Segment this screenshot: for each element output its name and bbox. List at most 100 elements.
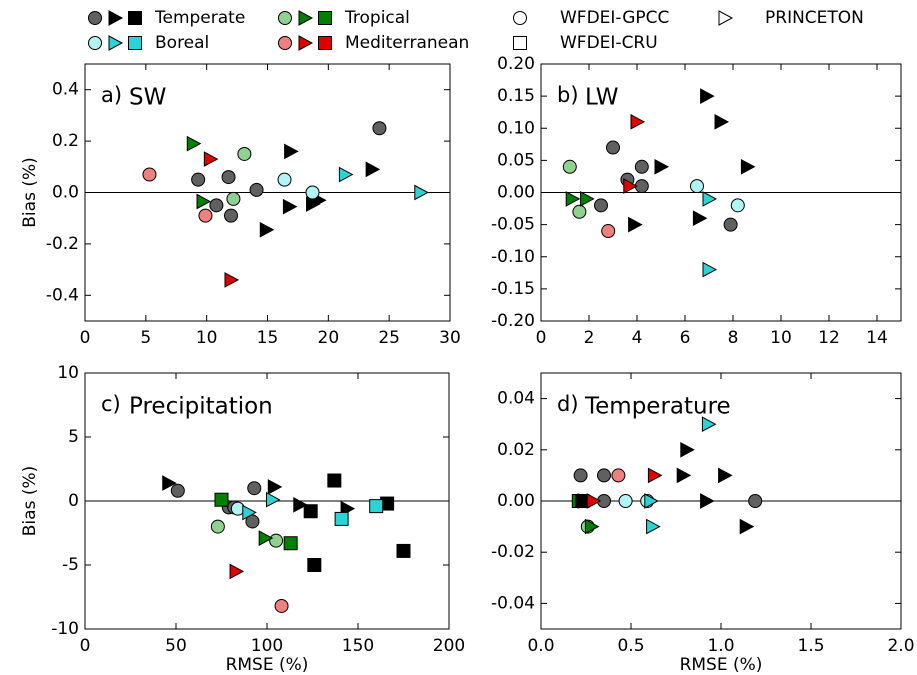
- point: [676, 467, 692, 484]
- y-tick-label: 0.20: [497, 54, 535, 74]
- point: [186, 135, 202, 152]
- point: [584, 518, 600, 535]
- y-tick-label: 0.10: [497, 118, 535, 138]
- y-tick-label: -5: [62, 555, 79, 575]
- point: [221, 170, 236, 185]
- point: [283, 536, 298, 551]
- point: [274, 598, 289, 613]
- y-tick-label: 0.00: [497, 491, 535, 511]
- point: [293, 497, 308, 513]
- point: [414, 184, 429, 201]
- point: [601, 224, 616, 239]
- point: [692, 210, 708, 227]
- legend-marker: [513, 11, 527, 25]
- point: [170, 483, 185, 498]
- y-tick-label: -0.02: [491, 542, 535, 562]
- x-tick-label: 5: [140, 328, 151, 348]
- panel-label: b): [557, 83, 579, 107]
- point: [623, 178, 638, 194]
- x-axis-label: RMSE (%): [226, 655, 309, 675]
- point: [372, 121, 387, 136]
- point: [307, 558, 322, 572]
- point: [191, 172, 206, 187]
- point: [701, 416, 717, 433]
- point: [214, 492, 229, 507]
- x-tick-label: 4: [632, 328, 643, 348]
- x-tick-label: 2: [584, 328, 595, 348]
- x-tick-label: 0.5: [617, 636, 644, 656]
- y-tick-label: 0.00: [497, 183, 535, 203]
- x-tick-label: 12: [818, 328, 840, 348]
- point: [597, 468, 611, 483]
- x-tick-label: 1.0: [707, 636, 734, 656]
- point: [634, 159, 649, 174]
- y-tick-label: -0.05: [491, 215, 535, 235]
- point: [730, 198, 745, 213]
- y-tick-label: 0.0: [52, 183, 79, 203]
- panel-title: Precipitation: [129, 394, 273, 420]
- x-tick-label: 8: [728, 328, 739, 348]
- point: [365, 161, 381, 178]
- point: [224, 272, 240, 288]
- point: [203, 151, 219, 167]
- point: [690, 179, 704, 194]
- legend-label: Temperate: [154, 8, 245, 28]
- point: [577, 493, 593, 509]
- legend-marker: [88, 11, 102, 25]
- point: [269, 533, 284, 548]
- point: [242, 504, 257, 521]
- x-tick-label: 200: [433, 636, 465, 656]
- legend-label: Mediterranean: [345, 33, 469, 53]
- point: [284, 143, 299, 160]
- point: [265, 491, 281, 508]
- point: [702, 191, 718, 207]
- point: [142, 167, 157, 182]
- point: [282, 198, 298, 215]
- x-tick-label: 30: [439, 328, 461, 348]
- point: [700, 88, 715, 104]
- y-tick-label: 0.4: [52, 80, 79, 100]
- point: [586, 493, 602, 509]
- legend-label: WFDEI-CRU: [560, 33, 658, 53]
- x-tick-label: 20: [318, 328, 340, 348]
- point: [573, 468, 588, 483]
- point: [565, 191, 581, 207]
- point: [748, 494, 763, 508]
- y-tick-label: -0.04: [491, 593, 535, 613]
- x-tick-label: 1.5: [797, 636, 824, 656]
- y-tick-label: 10: [57, 363, 79, 383]
- point: [305, 185, 320, 200]
- point: [572, 204, 587, 219]
- point: [611, 468, 626, 483]
- legend-marker: [718, 10, 734, 26]
- x-tick-label: 2.0: [887, 636, 914, 656]
- point: [267, 479, 283, 495]
- x-tick-label: 0.0: [527, 636, 554, 656]
- point: [562, 159, 577, 174]
- point: [714, 113, 730, 130]
- point: [247, 481, 262, 496]
- panel-title: SW: [129, 85, 166, 111]
- point: [245, 514, 260, 529]
- point: [162, 475, 177, 491]
- x-tick-label: 100: [251, 636, 283, 656]
- legend-marker: [128, 11, 142, 25]
- point: [277, 172, 292, 187]
- point: [628, 216, 643, 233]
- point: [229, 563, 245, 580]
- legend-label: Tropical: [344, 8, 410, 28]
- panel-title: LW: [585, 85, 618, 111]
- point: [702, 261, 718, 278]
- point: [700, 493, 715, 509]
- point: [618, 494, 633, 508]
- x-tick-label: 14: [866, 328, 888, 348]
- point: [303, 504, 318, 519]
- y-tick-label: 0: [68, 491, 79, 511]
- point: [224, 208, 238, 223]
- y-tick-label: 0.04: [497, 389, 535, 409]
- point: [210, 519, 225, 534]
- point: [680, 441, 695, 458]
- point: [580, 191, 595, 207]
- x-axis-label: RMSE (%): [680, 655, 763, 675]
